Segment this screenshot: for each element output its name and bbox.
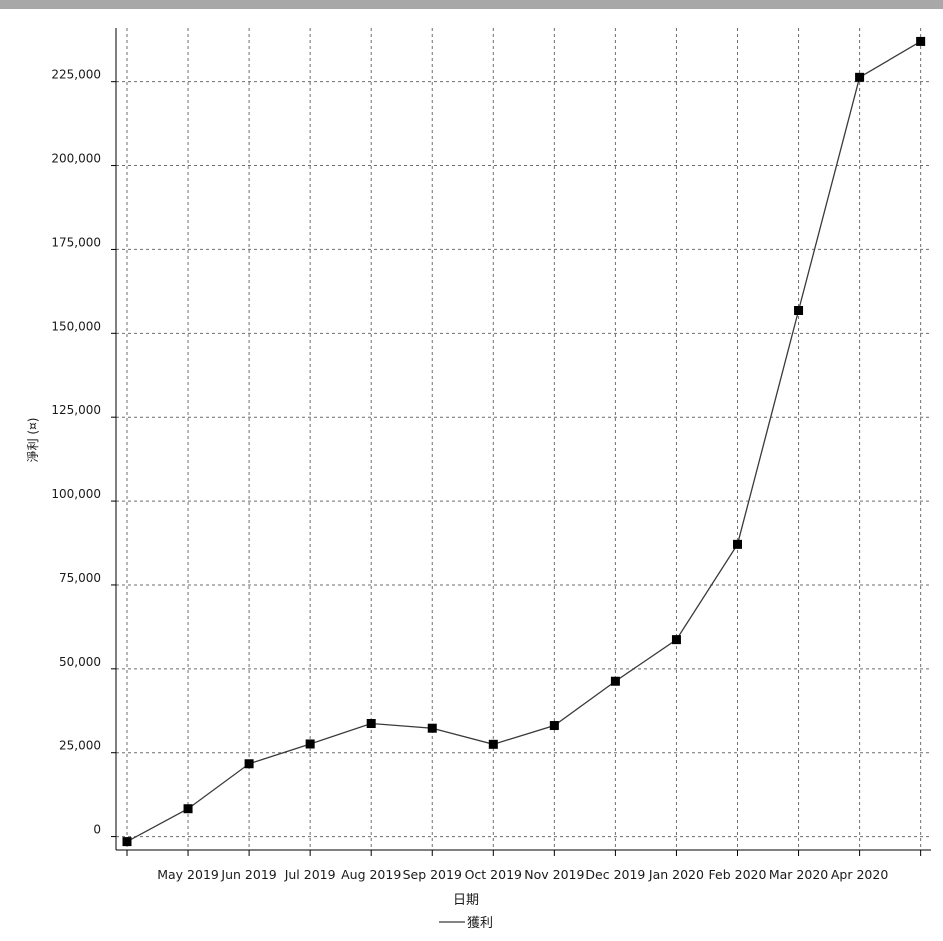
data-point-marker xyxy=(610,676,620,686)
y-tick-label: 175,000 xyxy=(51,235,101,249)
y-tick-label: 75,000 xyxy=(59,571,101,585)
y-tick-label: 0 xyxy=(93,823,101,837)
data-point-marker xyxy=(122,837,132,847)
data-point-marker xyxy=(671,635,681,645)
x-tick-label: Sep 2019 xyxy=(403,867,462,882)
y-tick-label: 150,000 xyxy=(51,319,101,333)
x-tick-label: Aug 2019 xyxy=(341,867,401,882)
data-point-marker xyxy=(488,739,498,749)
data-point-marker xyxy=(855,72,865,82)
y-tick-label: 100,000 xyxy=(51,487,101,501)
grid-lines xyxy=(116,28,931,850)
data-point-marker xyxy=(305,739,315,749)
x-tick-label: Dec 2019 xyxy=(585,867,645,882)
data-point-marker xyxy=(794,305,804,315)
data-point-marker xyxy=(183,804,193,814)
data-series xyxy=(122,36,926,847)
data-point-marker xyxy=(916,36,926,46)
y-tick-label: 200,000 xyxy=(51,152,101,166)
x-tick-label: May 2019 xyxy=(157,867,219,882)
axes xyxy=(115,28,931,851)
legend-label: 獲利 xyxy=(467,916,493,931)
y-axis-ticks: 0 25,000 50,000 75,000 100,000 125,000 150,000… xyxy=(51,68,116,838)
x-tick-label: Nov 2019 xyxy=(524,867,584,882)
y-axis-label: 淨利 (¤) xyxy=(26,418,40,463)
data-point-marker xyxy=(549,721,559,731)
y-tick-label: 25,000 xyxy=(59,739,101,753)
data-point-marker xyxy=(366,719,376,729)
x-tick-label: Jul 2019 xyxy=(284,867,336,882)
x-tick-label: Jan 2020 xyxy=(648,867,704,882)
data-point-marker xyxy=(244,759,254,769)
x-tick-label: Mar 2020 xyxy=(769,867,828,882)
x-tick-label: Jun 2019 xyxy=(220,867,276,882)
window-header-bar xyxy=(0,0,943,9)
legend: 獲利 xyxy=(439,916,493,931)
x-tick-label: Oct 2019 xyxy=(465,867,522,882)
data-point-marker xyxy=(733,539,742,549)
x-tick-label: Apr 2020 xyxy=(831,867,888,882)
data-point-marker xyxy=(427,723,437,733)
y-tick-label: 225,000 xyxy=(51,68,101,82)
x-axis-label: 日期 xyxy=(453,893,479,908)
y-tick-label: 50,000 xyxy=(59,655,101,669)
x-axis-ticks: May 2019 Jun 2019 Jul 2019 Aug 2019 Sep 2019… xyxy=(126,850,922,882)
series-line xyxy=(126,40,921,843)
x-tick-label: Feb 2020 xyxy=(709,867,767,882)
y-tick-label: 125,000 xyxy=(51,403,101,417)
